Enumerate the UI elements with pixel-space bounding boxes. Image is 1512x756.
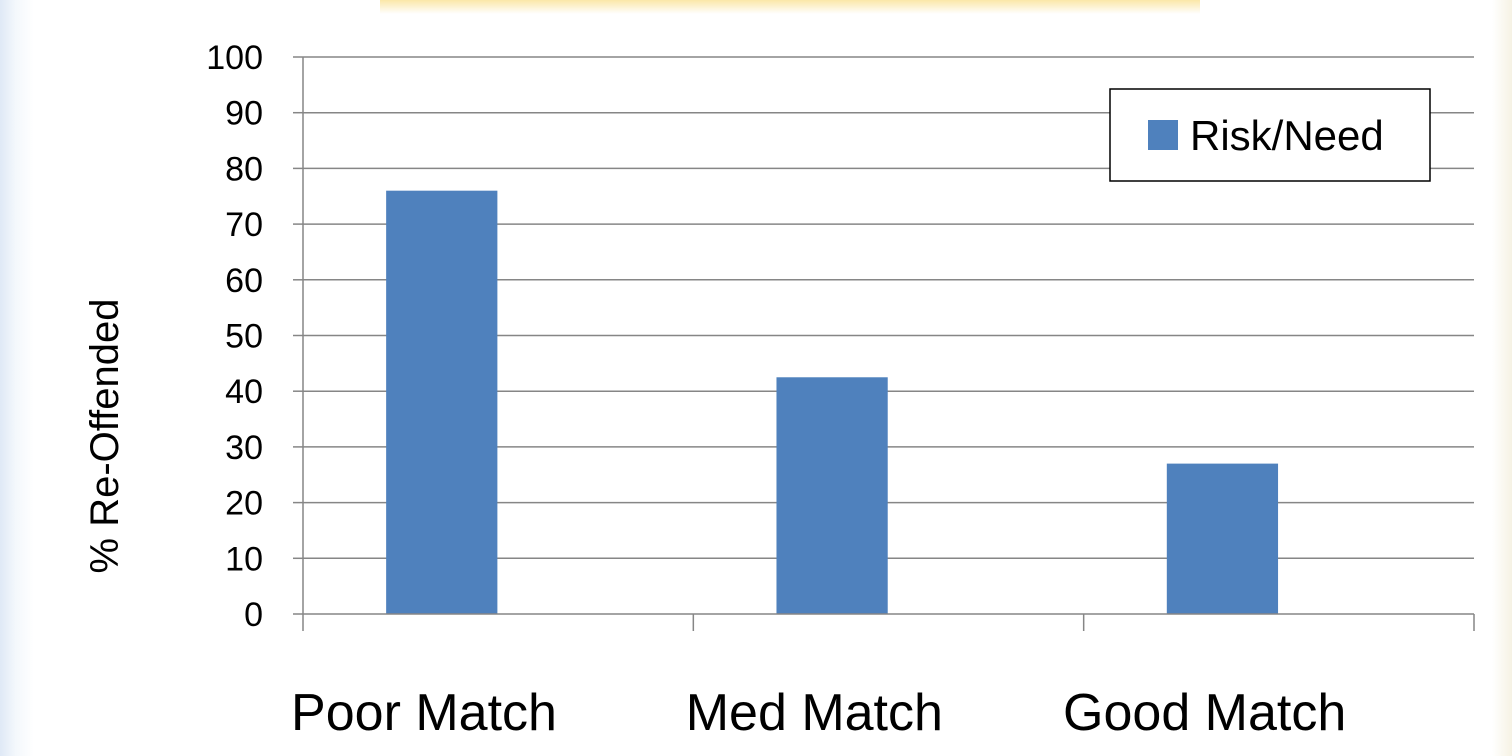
legend-label: Risk/Need bbox=[1190, 112, 1384, 159]
y-tick-label-20: 20 bbox=[225, 485, 263, 523]
bar-poor-match bbox=[386, 190, 498, 614]
legend-swatch bbox=[1148, 120, 1178, 150]
decorative-top-glow bbox=[380, 0, 1200, 14]
x-category-label-med-match: Med Match bbox=[686, 684, 943, 742]
y-tick-label-30: 30 bbox=[225, 429, 263, 467]
y-axis-label: % Re-Offended bbox=[83, 299, 127, 574]
y-tick-label-70: 70 bbox=[225, 206, 263, 244]
bars bbox=[386, 190, 1279, 614]
x-category-labels: Poor Match Med Match Good Match bbox=[291, 684, 1346, 742]
x-category-label-poor-match: Poor Match bbox=[291, 684, 557, 742]
bar-good-match bbox=[1166, 463, 1279, 614]
y-tick-label-0: 0 bbox=[244, 596, 263, 634]
y-tick-label-60: 60 bbox=[225, 262, 263, 300]
axes bbox=[293, 56, 1475, 631]
y-tick-label-90: 90 bbox=[225, 95, 263, 133]
bar-med-match bbox=[776, 377, 888, 614]
gridlines bbox=[303, 56, 1474, 560]
y-tick-label-40: 40 bbox=[225, 373, 263, 411]
y-tick-label-100: 100 bbox=[206, 39, 263, 77]
y-tick-label-50: 50 bbox=[225, 318, 263, 356]
y-tick-labels: 0 10 20 30 40 50 60 70 80 90 100 bbox=[206, 39, 263, 634]
x-category-label-good-match: Good Match bbox=[1063, 684, 1346, 742]
y-tick-label-10: 10 bbox=[225, 540, 263, 578]
y-tick-label-80: 80 bbox=[225, 150, 263, 188]
legend: Risk/Need bbox=[1109, 88, 1431, 182]
